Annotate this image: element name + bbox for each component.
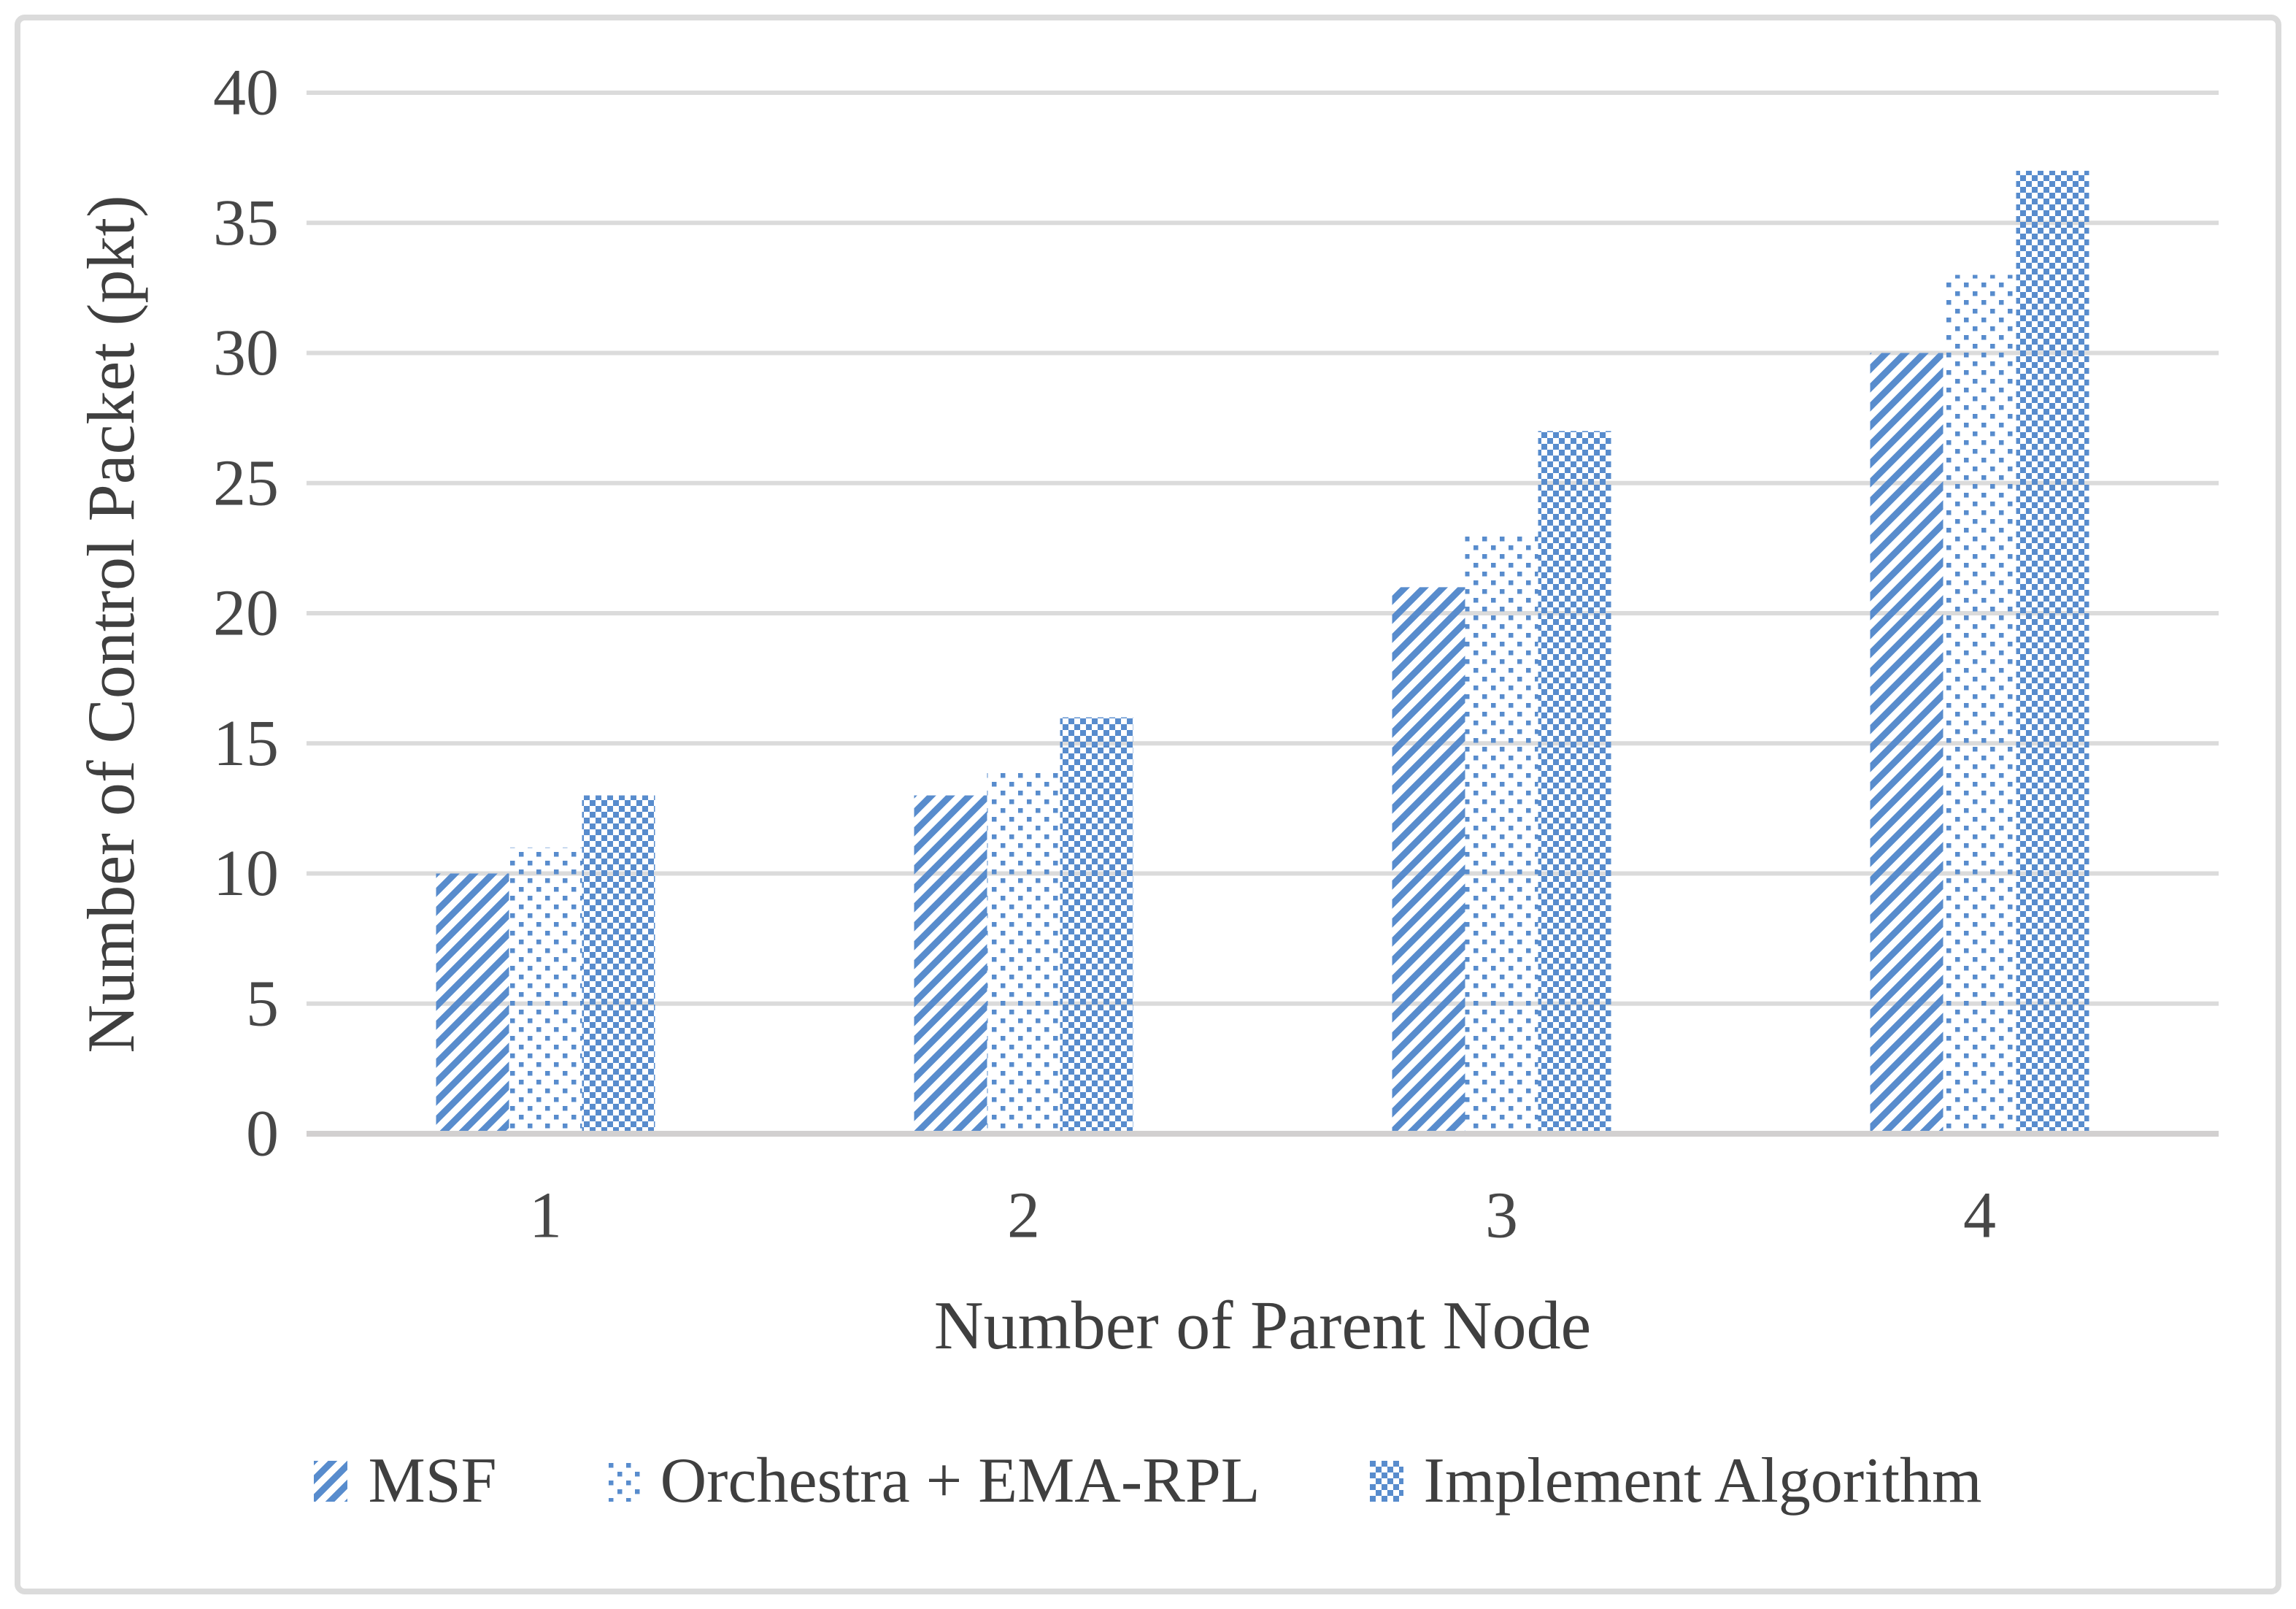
y-tick-label-5: 5 xyxy=(246,967,279,1040)
x-tick-label-3: 3 xyxy=(1485,1180,1518,1252)
legend-swatch-rect xyxy=(314,1461,348,1502)
x-tick-label-1: 1 xyxy=(529,1180,562,1252)
bar-implement-algorithm-cat3 xyxy=(1538,431,1611,1134)
bar-orchestra-ema-rpl-cat4 xyxy=(1943,274,2016,1134)
y-tick-label-0: 0 xyxy=(246,1098,279,1170)
y-tick-label-35: 35 xyxy=(213,187,279,259)
y-tick-label-15: 15 xyxy=(213,707,279,780)
y-tick-label-10: 10 xyxy=(213,837,279,910)
x-axis-title: Number of Parent Node xyxy=(933,1288,1592,1364)
bar-orchestra-ema-rpl-cat1 xyxy=(509,847,582,1134)
legend-swatch-rect xyxy=(606,1461,640,1502)
legend-swatch-diagonal-pattern-icon xyxy=(314,1444,348,1518)
legend-swatch-checker-pattern-icon xyxy=(1369,1444,1403,1518)
x-tick-label-2: 2 xyxy=(1007,1180,1040,1252)
bar-implement-algorithm-cat4 xyxy=(2016,170,2089,1134)
legend: MSF Orchestra + EMA-RPL Implement Algori… xyxy=(0,1444,2296,1518)
bar-implement-algorithm-cat2 xyxy=(1060,717,1133,1134)
bar-orchestra-ema-rpl-cat2 xyxy=(987,769,1060,1134)
x-tick-label-4: 4 xyxy=(1963,1180,1996,1252)
legend-item-msf: MSF xyxy=(314,1444,497,1518)
legend-swatch-rect xyxy=(1369,1461,1403,1502)
legend-item-orchestra-ema-rpl: Orchestra + EMA-RPL xyxy=(606,1444,1260,1518)
bar-msf-cat3 xyxy=(1392,587,1465,1134)
bar-msf-cat1 xyxy=(436,873,509,1134)
legend-swatch-dots-pattern-icon xyxy=(606,1444,640,1518)
legend-label-implement-algorithm: Implement Algorithm xyxy=(1423,1445,1982,1516)
bar-implement-algorithm-cat1 xyxy=(582,795,655,1134)
y-tick-label-25: 25 xyxy=(213,447,279,519)
legend-item-implement-algorithm: Implement Algorithm xyxy=(1369,1444,1982,1518)
y-tick-label-40: 40 xyxy=(213,57,279,129)
y-tick-label-20: 20 xyxy=(213,577,279,650)
bar-orchestra-ema-rpl-cat3 xyxy=(1465,535,1538,1134)
legend-label-msf: MSF xyxy=(368,1445,497,1516)
y-axis-title: Number of Control Packet (pkt) xyxy=(74,195,148,1053)
bar-msf-cat4 xyxy=(1870,353,1943,1134)
y-tick-label-30: 30 xyxy=(213,317,279,389)
bar-msf-cat2 xyxy=(914,795,987,1134)
legend-label-orchestra-ema-rpl: Orchestra + EMA-RPL xyxy=(660,1445,1260,1516)
